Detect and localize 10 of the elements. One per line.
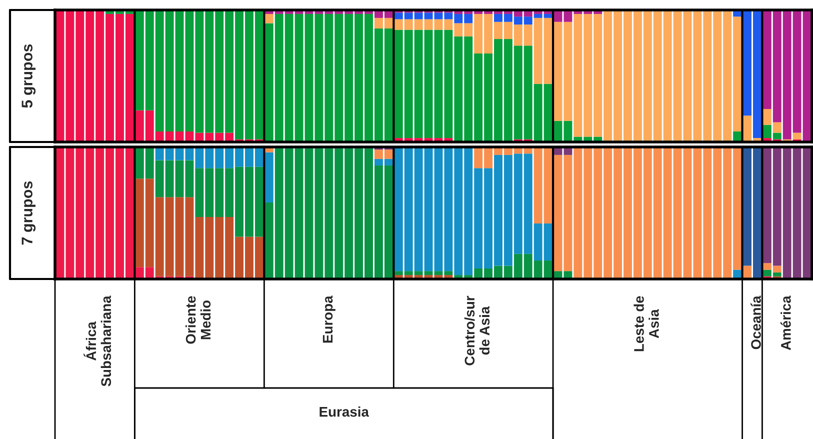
x-tick-label: América xyxy=(780,296,791,350)
x-tick-label: Oriente Medio xyxy=(185,296,211,344)
x-tick-label: África Subsahariana xyxy=(84,296,112,386)
y-axis-title: 7 grupos xyxy=(22,181,36,245)
x-tick-label: Leste de Asia xyxy=(634,296,659,352)
y-axis-title: 5 grupos xyxy=(22,44,36,108)
x-tick-label: Europa xyxy=(322,296,336,343)
x-tick-label: Oceanía xyxy=(750,296,761,350)
text: Eurasia xyxy=(320,406,370,417)
x-tick-label: Centro/sur de Asia xyxy=(464,296,490,366)
